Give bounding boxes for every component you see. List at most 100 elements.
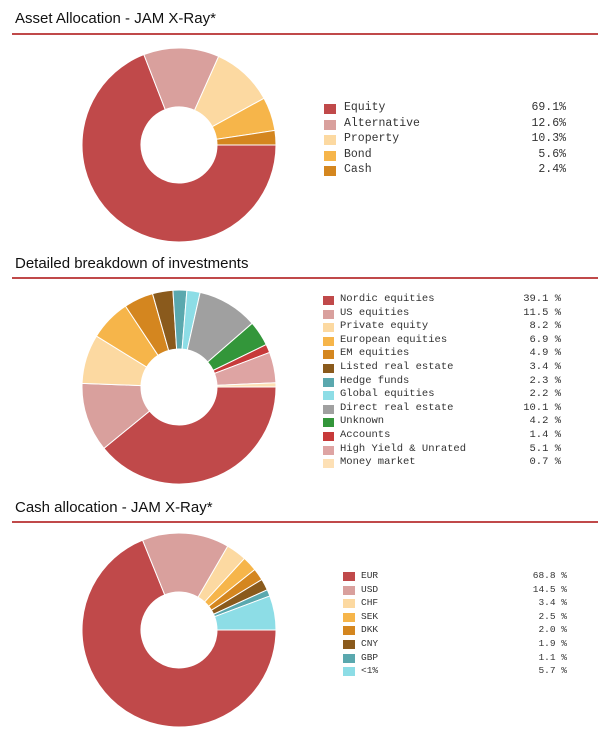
legend-value: 2.4% [538,163,566,176]
legend-label: DKK [361,624,379,636]
legend-swatch [323,459,334,469]
section-divider [12,521,598,523]
legend-value: 1.4 % [529,429,561,441]
legend-swatch [343,653,355,663]
legend-item-listed-real-estate: Listed real estate 3.4 % [323,361,583,378]
legend-swatch [323,296,334,305]
legend-value: 10.3% [531,132,566,145]
legend-item-sek: SEK 2.5 % [343,610,583,627]
legend-swatch [323,350,334,360]
legend-item-private-equity: Private equity 8.2 % [323,320,583,337]
legend-swatch [324,166,336,176]
legend-swatch [324,150,336,161]
legend-value: 69.1% [531,101,566,114]
legend-item-money-market: Money market 0.7 % [323,456,583,473]
legend-swatch [323,418,334,428]
legend-label: US equities [340,306,410,319]
cash-allocation-donut-chart [81,532,277,728]
legend-swatch [323,364,334,373]
slice-equity [81,53,277,243]
detailed-breakdown-legend: Nordic equities 39.1 % US equities 11.5 % Pr… [323,293,583,476]
legend-item-bond: Bond 5.6% [324,147,574,167]
legend-value: 2.3 % [529,374,561,387]
legend-value: 0.7 % [529,456,561,469]
legend-label: High Yield & Unrated [340,442,467,455]
legend-label: Cash [344,163,372,176]
legend-swatch [324,135,336,145]
legend-swatch [343,612,355,622]
legend-swatch [324,104,336,114]
legend-label: Accounts [340,429,391,441]
legend-item-european-equities: European equities 6.9 % [323,333,583,351]
legend-value: 2.2 % [529,388,561,401]
slice-under-1-pct [213,595,277,631]
legend-value: 8.2 % [529,320,561,333]
legend-swatch [343,599,355,609]
legend-item-global-equities: Global equities 2.2 % [323,388,583,405]
legend-label: EM equities [340,347,410,360]
legend-item-accounts: Accounts 1.4 % [323,429,583,446]
legend-item-gbp: GBP 1.1 % [343,651,583,668]
legend-item-hedge-funds: Hedge funds 2.3 % [323,374,583,392]
legend-value: 5.7 % [538,665,567,677]
legend-value: 39.1 % [523,293,561,305]
asset-allocation-donut-chart [81,47,277,243]
legend-label: Global equities [340,388,435,401]
legend-value: 6.9 % [529,333,561,346]
legend-label: Alternative [344,116,420,130]
legend-item-em-equities: EM equities 4.9 % [323,347,583,364]
section-divider [12,33,598,35]
legend-swatch [343,640,355,649]
legend-label: Bond [344,147,372,161]
asset-allocation-legend: Equity 69.1% Alternative 12.6% Property 10.3%… [324,101,574,184]
legend-item-cny: CNY 1.9 % [343,639,583,654]
legend-label: Money market [340,456,416,469]
legend-value: 4.2 % [529,415,561,428]
legend-swatch [343,667,355,677]
legend-item-equity: Equity 69.1% [324,101,574,120]
section-title-detailed-breakdown: Detailed breakdown of investments [15,255,249,272]
legend-swatch [343,585,355,595]
legend-label: CHF [361,597,379,609]
legend-swatch [323,432,334,441]
legend-item-under-1-pct: <1% 5.7 % [343,665,583,681]
legend-item-chf: CHF 3.4 % [343,597,583,613]
legend-value: 68.8 % [532,570,567,581]
slice-money-market [216,382,277,388]
legend-swatch [323,404,334,414]
legend-item-property: Property 10.3% [324,132,574,151]
legend-label: European equities [340,333,448,346]
legend-swatch [323,391,334,401]
legend-item-alternative: Alternative 12.6% [324,116,574,136]
legend-value: 3.4 % [538,597,567,609]
legend-swatch [323,309,334,319]
legend-label: USD [361,583,379,595]
legend-item-usd: USD 14.5 % [343,583,583,600]
legend-label: Equity [344,101,386,114]
legend-label: EUR [361,570,379,581]
legend-swatch [343,626,355,636]
legend-value: 2.5 % [538,610,567,622]
slice-eur [81,539,277,728]
legend-value: 11.5 % [523,306,561,319]
legend-label: GBP [361,651,379,663]
cash-allocation-legend: EUR 68.8 % USD 14.5 % CHF 3.4 % SEK 2.5 % DKK 2.0… [343,570,583,682]
legend-item-eur: EUR 68.8 % [343,570,583,586]
legend-value: 14.5 % [532,583,567,595]
legend-label: Listed real estate [340,361,454,373]
legend-label: SEK [361,610,379,622]
legend-label: Private equity [340,320,429,333]
legend-label: <1% [361,665,379,677]
legend-value: 5.6% [538,147,566,161]
legend-swatch [324,119,336,130]
section-divider [12,277,598,279]
slice-cash [215,129,277,146]
slice-nordic-equities [103,386,277,485]
legend-value: 5.1 % [529,442,561,455]
legend-swatch [323,323,334,333]
legend-value: 10.1 % [523,401,561,414]
legend-item-unknown: Unknown 4.2 % [323,415,583,432]
legend-label: Direct real estate [340,401,454,414]
legend-label: Nordic equities [340,293,435,305]
legend-swatch [323,336,334,346]
